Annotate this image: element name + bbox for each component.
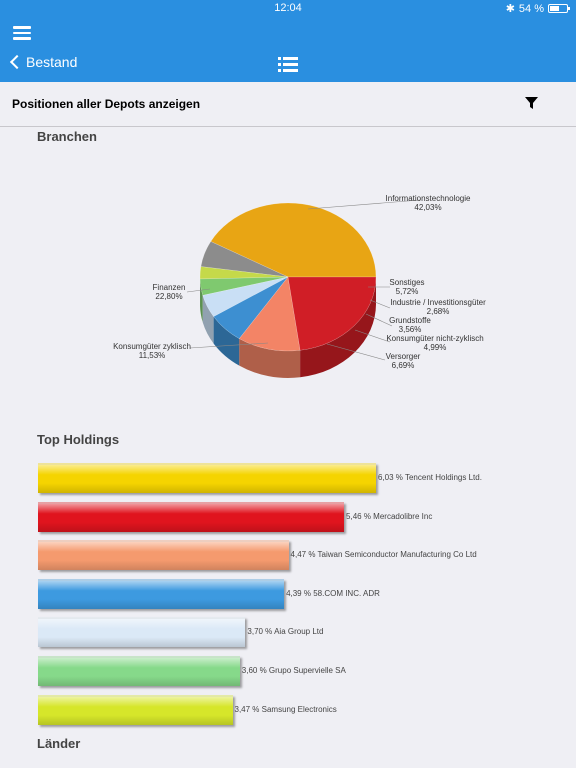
pie-slice-name: Konsumgüter nicht-zyklisch — [386, 334, 484, 343]
section-title-branchen: Branchen — [37, 129, 97, 144]
pie-slice-value: 6,69% — [391, 361, 415, 370]
pie-slice-value: 3,56% — [398, 325, 422, 334]
battery-percent: 54 % — [518, 2, 544, 15]
pie-leader-line — [189, 342, 269, 349]
back-label: Bestand — [26, 54, 78, 70]
holding-bar-label: 3,70 % Aia Group Ltd — [247, 627, 324, 637]
chevron-left-icon — [9, 54, 25, 70]
pie-slice-side — [213, 316, 240, 366]
status-bar: 12:04 ✱ 54 % — [0, 0, 576, 16]
holding-bar — [38, 501, 345, 532]
holding-bar — [38, 694, 233, 725]
pie-slice-label: Versorger 6,69% — [343, 352, 463, 370]
holding-bar-label: 3,60 % Grupo Supervielle SA — [241, 666, 346, 675]
pie-slice-value: 4,99% — [423, 343, 447, 352]
pie-slice-label: Informationstechnologie 42,03% — [368, 194, 488, 212]
holding-bar-label: 5,46 % Mercadolibre Inc — [346, 511, 433, 521]
pie-slice-name: Finanzen — [152, 283, 186, 292]
pie-leader-line — [307, 199, 421, 210]
pie-slice-value: 22,80% — [155, 292, 183, 301]
list-view-icon[interactable] — [278, 57, 298, 72]
holding-bar — [38, 578, 285, 609]
pie-slice-value: 2,68% — [426, 307, 450, 316]
pie-slice-label: Industrie / Investitionsgüter 2,68% — [378, 298, 498, 316]
pie-slice — [202, 276, 289, 317]
section-title-laender: Länder — [37, 736, 81, 751]
holding-bar-label: 3,47 % Samsung Electronics — [234, 704, 337, 714]
filter-label[interactable]: Positionen aller Depots anzeigen — [12, 97, 201, 111]
holding-bar — [38, 656, 240, 686]
bluetooth-icon: ✱ — [505, 3, 515, 15]
pie-slice-side — [300, 277, 376, 378]
pie-slice-value: 11,53% — [138, 351, 166, 360]
pie-slice-side — [202, 295, 214, 344]
menu-icon[interactable] — [13, 26, 33, 40]
pie-leader-line — [326, 343, 386, 361]
pie-slice-side — [200, 278, 203, 323]
pie-slice — [199, 276, 289, 296]
pie-leader-line — [369, 299, 391, 309]
pie-slice-value: 5,72% — [395, 287, 419, 296]
back-button[interactable]: Bestand — [8, 54, 77, 70]
pie-chart — [186, 199, 421, 378]
pie-slice-name: Konsumgüter zyklisch — [113, 342, 191, 351]
pie-slice-label: Konsumgüter nicht-zyklisch 4,99% — [375, 334, 495, 352]
pie-slice-name: Sonstiges — [389, 278, 425, 287]
pie-slice-label: Finanzen 22,80% — [109, 283, 229, 301]
status-time: 12:04 — [274, 2, 302, 14]
pie-slice — [238, 276, 301, 352]
pie-slice-label: Konsumgüter zyklisch 11,53% — [92, 342, 212, 360]
holding-bar — [38, 463, 376, 493]
pie-slice-side — [239, 338, 301, 378]
holding-bar — [38, 617, 246, 648]
pie-slice-name: Versorger — [385, 352, 421, 361]
pie-leader-line — [186, 288, 211, 293]
pie-slice — [199, 266, 289, 280]
battery-icon — [548, 4, 570, 13]
section-title-top-holdings: Top Holdings — [37, 432, 120, 447]
holding-bar-label: 4,39 % 58.COM INC. ADR — [286, 588, 380, 598]
pie-slice — [213, 276, 289, 339]
pie-slice-label: Sonstiges 5,72% — [347, 278, 467, 296]
pie-leader-line — [365, 313, 393, 327]
nav-bar: Bestand — [0, 16, 576, 82]
pie-slice-name: Grundstoffe — [389, 316, 431, 325]
holding-bar-label: 4,47 % Taiwan Semiconductor Manufacturin… — [290, 550, 477, 560]
filter-icon[interactable] — [525, 97, 538, 110]
holding-bar-label: 6,03 % Tencent Holdings Ltd. — [378, 473, 482, 482]
filter-bar: Positionen aller Depots anzeigen — [0, 82, 576, 127]
status-right: ✱ 54 % — [505, 2, 570, 15]
pie-slice — [210, 202, 377, 278]
pie-slice — [287, 276, 377, 351]
pie-slice-name: Industrie / Investitionsgüter — [390, 298, 486, 307]
pie-slice — [200, 241, 289, 278]
holding-bar — [38, 540, 289, 571]
pie-slice-label: Grundstoffe 3,56% — [350, 316, 470, 334]
pie-leader-line — [354, 329, 391, 343]
pie-slice-name: Informationstechnologie — [385, 194, 471, 203]
pie-slice-value: 42,03% — [414, 203, 442, 212]
